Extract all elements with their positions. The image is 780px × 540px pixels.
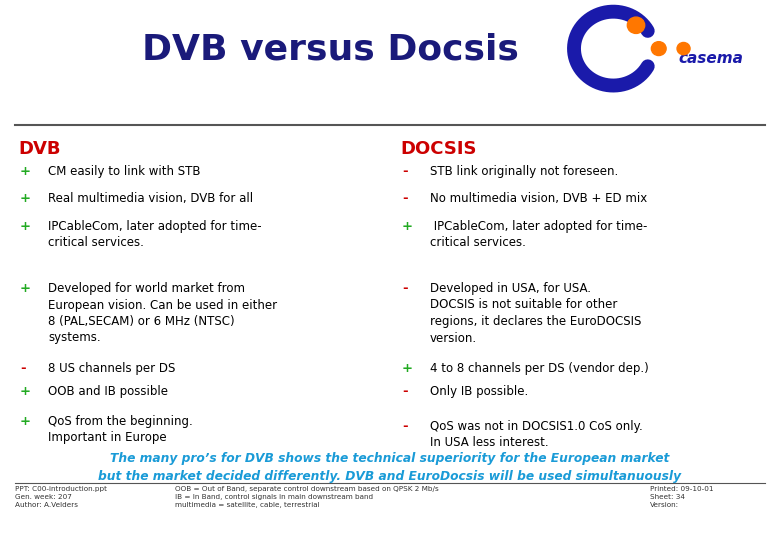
- Text: +: +: [402, 220, 413, 233]
- Text: Real multimedia vision, DVB for all: Real multimedia vision, DVB for all: [48, 192, 254, 205]
- Text: 4 to 8 channels per DS (vendor dep.): 4 to 8 channels per DS (vendor dep.): [430, 362, 649, 375]
- Text: Only IB possible.: Only IB possible.: [430, 385, 528, 398]
- Text: +: +: [20, 192, 31, 205]
- Text: Printed: 09-10-01
Sheet: 34
Version:: Printed: 09-10-01 Sheet: 34 Version:: [650, 486, 714, 508]
- Text: No multimedia vision, DVB + ED mix: No multimedia vision, DVB + ED mix: [430, 192, 647, 205]
- Circle shape: [677, 43, 690, 55]
- Text: IPCableCom, later adopted for time-
critical services.: IPCableCom, later adopted for time- crit…: [430, 220, 647, 249]
- Text: OOB and IB possible: OOB and IB possible: [48, 385, 168, 398]
- Text: +: +: [20, 165, 31, 178]
- Text: STB link originally not foreseen.: STB link originally not foreseen.: [430, 165, 619, 178]
- Text: -: -: [20, 362, 26, 375]
- Text: 8 US channels per DS: 8 US channels per DS: [48, 362, 176, 375]
- Text: +: +: [20, 220, 31, 233]
- Text: -: -: [402, 282, 408, 295]
- Text: Developed in USA, for USA.
DOCSIS is not suitable for other
regions, it declares: Developed in USA, for USA. DOCSIS is not…: [430, 282, 641, 345]
- Text: -: -: [402, 165, 408, 178]
- Text: +: +: [20, 415, 31, 428]
- Text: -: -: [402, 420, 408, 433]
- Text: +: +: [20, 385, 31, 398]
- Circle shape: [651, 42, 666, 56]
- Circle shape: [627, 17, 645, 33]
- Text: -: -: [402, 192, 408, 205]
- Text: DVB: DVB: [18, 140, 61, 158]
- Text: Developed for world market from
European vision. Can be used in either
8 (PAL,SE: Developed for world market from European…: [48, 282, 277, 345]
- Text: IPCableCom, later adopted for time-
critical services.: IPCableCom, later adopted for time- crit…: [48, 220, 261, 249]
- Text: +: +: [20, 282, 31, 295]
- Text: The many pro’s for DVB shows the technical superiority for the European market
b: The many pro’s for DVB shows the technic…: [98, 452, 682, 483]
- Text: +: +: [402, 362, 413, 375]
- Text: OOB = Out of Band, separate control downstream based on QPSK 2 Mb/s
IB = In Band: OOB = Out of Band, separate control down…: [175, 486, 438, 508]
- Text: DVB versus Docsis: DVB versus Docsis: [141, 33, 519, 67]
- Text: QoS from the beginning.
Important in Europe: QoS from the beginning. Important in Eur…: [48, 415, 193, 444]
- Text: casema: casema: [678, 51, 743, 66]
- Text: QoS was not in DOCSIS1.0 CoS only.
In USA less interest.: QoS was not in DOCSIS1.0 CoS only. In US…: [430, 420, 643, 449]
- Text: -: -: [402, 385, 408, 398]
- Text: CM easily to link with STB: CM easily to link with STB: [48, 165, 200, 178]
- Text: PPT: C00-introduction.ppt
Gen. week: 207
Author: A.Velders: PPT: C00-introduction.ppt Gen. week: 207…: [15, 486, 107, 508]
- Text: DOCSIS: DOCSIS: [400, 140, 477, 158]
